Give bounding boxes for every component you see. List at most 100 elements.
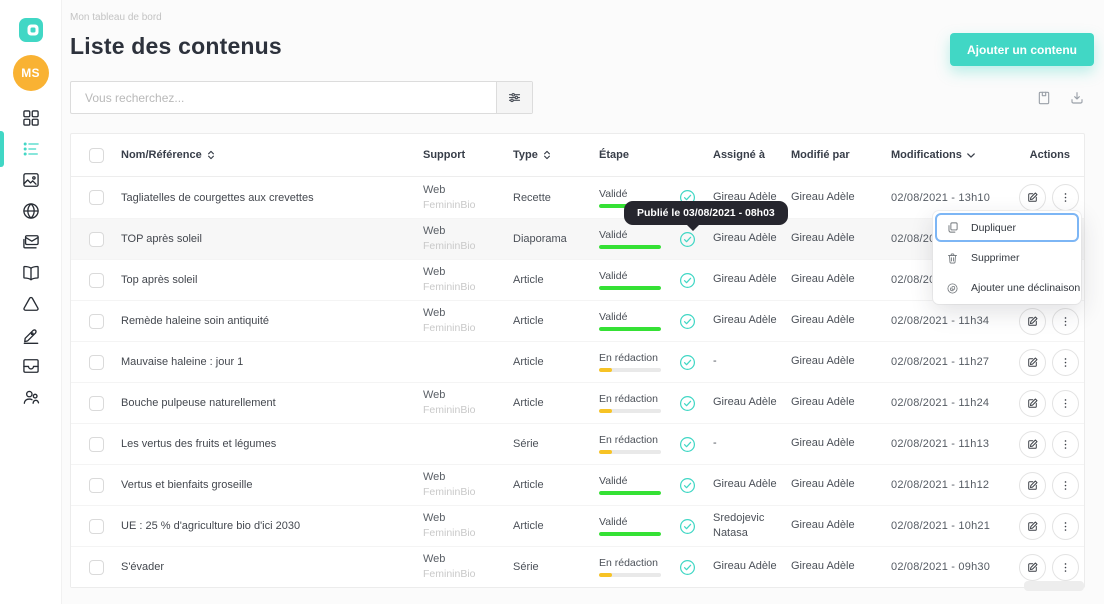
sidebar-item-inbox[interactable] [0, 356, 62, 376]
published-check-icon[interactable] [679, 559, 696, 576]
table-row[interactable]: Vertus et bienfaits groseille Web Femini… [71, 464, 1084, 505]
content-type: Article [513, 356, 544, 368]
image-icon [22, 173, 39, 187]
assigned-to: Gireau Adèle [713, 190, 777, 203]
table-row[interactable]: Mauvaise haleine : jour 1 Article En réd… [71, 341, 1084, 382]
published-check-icon[interactable] [679, 313, 696, 330]
published-check-icon[interactable] [679, 436, 696, 453]
stage-progress-bar [599, 245, 661, 249]
sidebar-item-mail[interactable] [0, 232, 62, 252]
table-row[interactable]: Tagliatelles de courgettes aux crevettes… [71, 177, 1084, 218]
row-checkbox[interactable] [88, 190, 104, 205]
select-all-checkbox[interactable] [88, 147, 104, 163]
row-checkbox[interactable] [88, 559, 104, 575]
support-channel: Web [423, 471, 446, 484]
kebab-menu-icon [1064, 193, 1067, 202]
modified-by: Gireau Adèle [791, 232, 855, 245]
support-channel: Web [423, 225, 446, 238]
column-header-modifications[interactable]: Modifications [891, 149, 1017, 161]
modified-date: 02/08/2021 - 11h13 [891, 438, 990, 450]
row-checkbox[interactable] [88, 272, 104, 288]
row-menu-button[interactable] [1052, 471, 1079, 499]
row-menu-button[interactable] [1052, 430, 1079, 458]
edit-button[interactable] [1019, 512, 1046, 540]
add-content-button[interactable]: Ajouter un contenu [950, 33, 1094, 66]
table-row[interactable]: Remède haleine soin antiquité Web Femini… [71, 300, 1084, 341]
table-row[interactable]: Les vertus des fruits et légumes Série E… [71, 423, 1084, 464]
edit-button[interactable] [1019, 471, 1046, 499]
edit-button[interactable] [1019, 184, 1046, 211]
row-menu-button[interactable] [1052, 184, 1079, 211]
row-checkbox[interactable] [88, 477, 104, 493]
sidebar-item-contents[interactable] [0, 131, 62, 167]
column-header-type[interactable]: Type [513, 149, 599, 161]
table-row[interactable]: Top après soleil Web FemininBio Article … [71, 259, 1084, 300]
edit-button[interactable] [1019, 307, 1046, 335]
sidebar-item-users[interactable] [0, 387, 62, 407]
filter-button[interactable] [496, 82, 532, 113]
sidebar-item-web[interactable] [0, 201, 62, 221]
search-bar [70, 81, 533, 114]
row-checkbox[interactable] [88, 436, 104, 452]
menu-item-delete[interactable]: Supprimer [933, 243, 1081, 273]
assigned-to: Gireau Adèle [713, 560, 777, 573]
content-name: S'évader [121, 561, 165, 573]
stage-progress-bar [599, 491, 661, 495]
download-icon[interactable] [1069, 90, 1085, 106]
edit-button[interactable] [1019, 348, 1046, 376]
edit-icon [1028, 439, 1038, 449]
sidebar-item-triangle[interactable] [0, 294, 62, 314]
published-check-icon[interactable] [679, 518, 696, 535]
edit-icon [1028, 562, 1038, 572]
sidebar-item-editorial[interactable] [0, 325, 62, 345]
table-row[interactable]: S'évader Web FemininBio Série En rédacti… [71, 546, 1084, 587]
modified-by: Gireau Adèle [791, 273, 855, 286]
published-check-icon[interactable] [679, 477, 696, 494]
row-checkbox[interactable] [88, 231, 104, 247]
sidebar-item-dashboard[interactable] [0, 108, 62, 128]
table-row[interactable]: UE : 25 % d'agriculture bio d'ici 2030 W… [71, 505, 1084, 546]
edit-button[interactable] [1019, 389, 1046, 417]
breadcrumb[interactable]: Mon tableau de bord [70, 12, 162, 23]
published-check-icon[interactable] [679, 395, 696, 412]
column-header-name[interactable]: Nom/Référence [121, 149, 423, 161]
row-checkbox[interactable] [88, 354, 104, 370]
row-checkbox[interactable] [88, 395, 104, 411]
published-check-icon[interactable] [679, 354, 696, 371]
modified-by: Gireau Adèle [791, 396, 855, 409]
menu-item-duplicate[interactable]: Dupliquer [933, 212, 1081, 243]
modified-date: 02/08/2021 - 11h24 [891, 397, 990, 409]
row-menu-button[interactable] [1052, 553, 1079, 581]
row-menu-button[interactable] [1052, 389, 1079, 417]
row-menu-button[interactable] [1052, 512, 1079, 540]
save-icon[interactable] [1036, 90, 1052, 106]
support-cell: Web FemininBio [423, 511, 513, 540]
published-check-icon[interactable] [679, 231, 696, 248]
assigned-to: - [713, 355, 717, 368]
row-menu-button[interactable] [1052, 348, 1079, 376]
modified-by: Gireau Adèle [791, 314, 855, 327]
support-brand: FemininBio [423, 281, 476, 294]
content-type: Recette [513, 191, 551, 204]
kebab-menu-icon [1064, 439, 1067, 449]
content-name: Top après soleil [121, 274, 198, 286]
modified-by: Gireau Adèle [791, 478, 855, 491]
menu-item-add-variant[interactable]: Ajouter une déclinaison [933, 273, 1081, 303]
row-checkbox[interactable] [88, 518, 104, 534]
edit-button[interactable] [1019, 430, 1046, 458]
table-row[interactable]: Bouche pulpeuse naturellement Web Femini… [71, 382, 1084, 423]
user-avatar[interactable]: MS [12, 55, 49, 91]
sidebar-item-media[interactable] [0, 170, 62, 190]
edit-button[interactable] [1019, 553, 1046, 581]
support-cell: Web FemininBio [423, 470, 513, 499]
duplicate-icon [948, 222, 958, 233]
published-check-icon[interactable] [679, 272, 696, 289]
row-menu-button[interactable] [1052, 307, 1079, 335]
stage-label: En rédaction [599, 393, 658, 405]
search-input[interactable] [71, 82, 496, 113]
sidebar-item-library[interactable] [0, 263, 62, 283]
stage-progress-bar [599, 368, 661, 372]
variant-icon [947, 282, 958, 294]
row-checkbox[interactable] [88, 313, 104, 329]
modified-date: 02/08/2021 - 09h30 [891, 561, 991, 573]
